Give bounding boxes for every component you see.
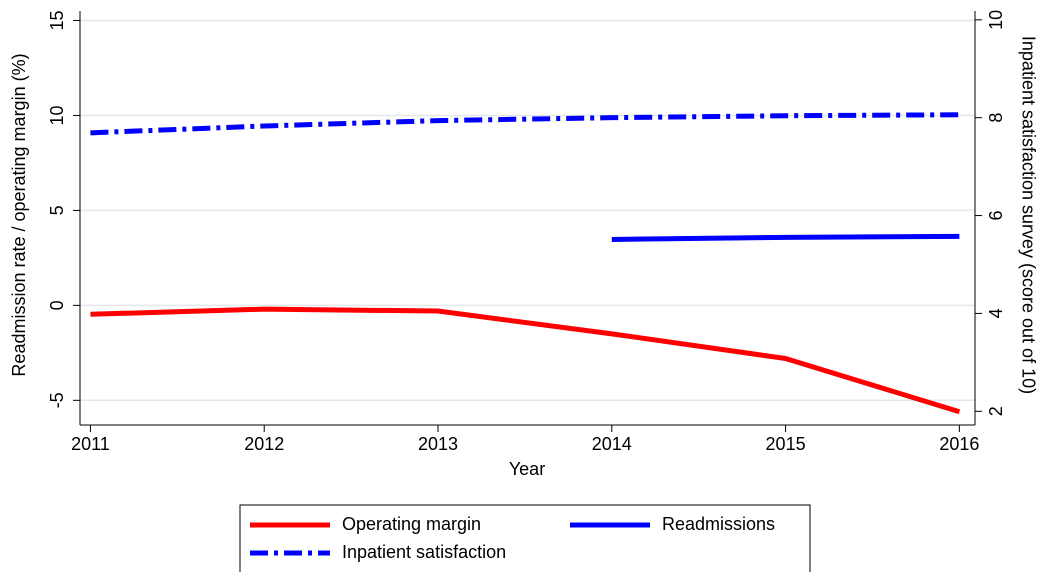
x-tick-label: 2014: [592, 434, 632, 454]
series-line: [611, 233, 960, 242]
y2-axis-label: Inpatient satisfaction survey (score out…: [1018, 36, 1038, 394]
x-tick-label: 2016: [939, 434, 979, 454]
y2-tick-label: 2: [986, 406, 1006, 416]
y-tick-label: 0: [47, 300, 67, 310]
x-tick-label: 2015: [766, 434, 806, 454]
x-tick-label: 2012: [244, 434, 284, 454]
legend-box: [239, 504, 811, 572]
x-axis-label: Year: [509, 459, 545, 479]
y-tick-label: 5: [47, 205, 67, 215]
y2-tick-label: 10: [986, 10, 1006, 30]
y-tick-label: 10: [47, 105, 67, 125]
x-tick-label: 2011: [71, 434, 110, 454]
y2-tick-label: 4: [986, 308, 1006, 318]
legend-label: Readmissions: [662, 514, 775, 534]
series-line: [90, 306, 961, 415]
x-tick-label: 2013: [418, 434, 458, 454]
y-axis-label: Readmission rate / operating margin (%): [9, 53, 29, 376]
y-tick-label: 15: [47, 10, 67, 30]
y2-tick-label: 8: [986, 113, 1006, 123]
y-tick-label: -5: [47, 392, 67, 408]
legend-label: Inpatient satisfaction: [342, 542, 506, 562]
y2-tick-label: 6: [986, 211, 1006, 221]
series-line: [90, 112, 960, 136]
legend-label: Operating margin: [342, 514, 481, 534]
